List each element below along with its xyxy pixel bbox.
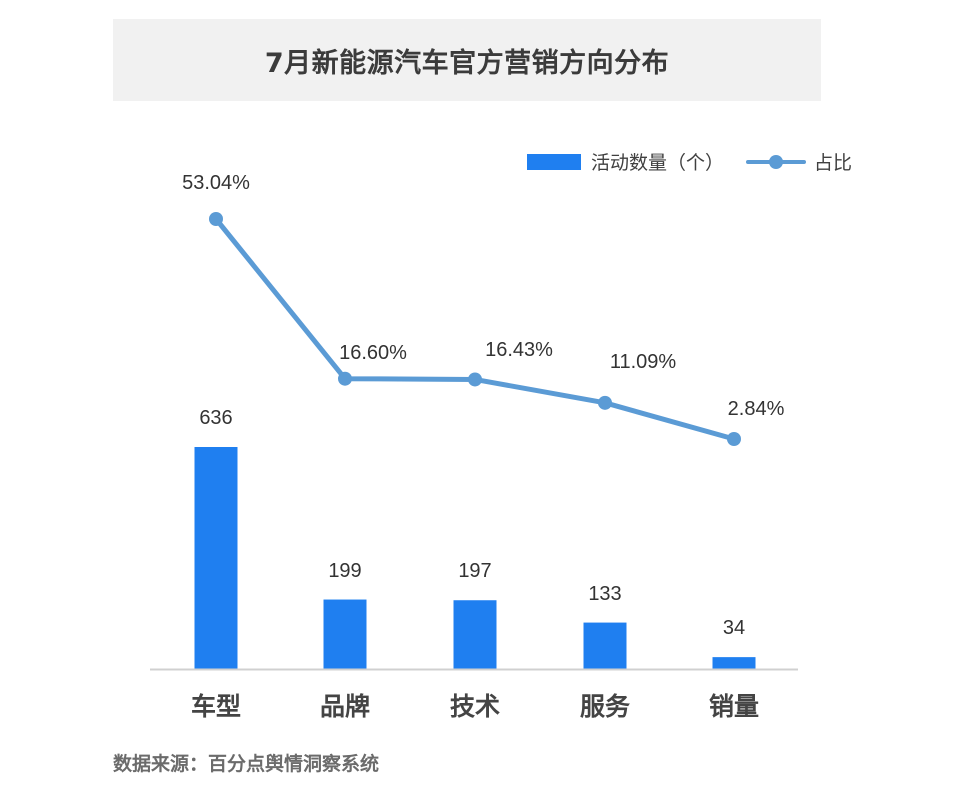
- bar-value-label: 197: [458, 560, 492, 583]
- bar-series: [194, 447, 756, 669]
- bar-4: [712, 657, 756, 669]
- category-label: 服务: [579, 692, 631, 721]
- percentage-label: 11.09%: [609, 350, 677, 373]
- chart-title: 7月新能源汽车官方营销方向分布: [264, 47, 670, 79]
- bar-value-label: 34: [722, 617, 746, 640]
- bar-2: [453, 600, 497, 669]
- legend-bar-swatch-icon: [527, 153, 581, 170]
- percentage-label: 16.43%: [485, 339, 553, 362]
- percentage-label: 53.04%: [182, 172, 250, 194]
- bar-value-label: 199: [328, 559, 362, 582]
- category-label: 技术: [449, 692, 501, 721]
- bar-value-label: 133: [588, 582, 622, 605]
- line-point-2: [468, 372, 482, 387]
- bar-1: [323, 599, 367, 669]
- line-point-3: [598, 395, 612, 410]
- category-label: 品牌: [319, 692, 371, 721]
- data-source-note: 数据来源：百分点舆情洞察系统: [113, 753, 380, 775]
- legend-line-marker-icon: [746, 154, 807, 170]
- legend: 活动数量（个） 占比: [527, 148, 852, 175]
- category-label: 销量: [708, 692, 760, 721]
- percentage-line: [213, 216, 737, 442]
- category-label: 车型: [190, 692, 242, 721]
- bar-3: [583, 622, 627, 669]
- legend-line-label: 占比: [814, 152, 853, 174]
- line-point-1: [338, 371, 352, 386]
- line-point-0: [209, 212, 223, 226]
- bar-value-label: 636: [199, 407, 233, 429]
- percentage-label: 16.60%: [339, 341, 407, 364]
- line-point-4: [727, 432, 741, 446]
- chart-title-box: 7月新能源汽车官方营销方向分布: [113, 19, 821, 101]
- line-markers: [209, 212, 741, 446]
- legend-bar-label: 活动数量（个）: [591, 152, 725, 174]
- bar-0: [194, 447, 238, 669]
- percentage-label: 2.84%: [727, 398, 785, 420]
